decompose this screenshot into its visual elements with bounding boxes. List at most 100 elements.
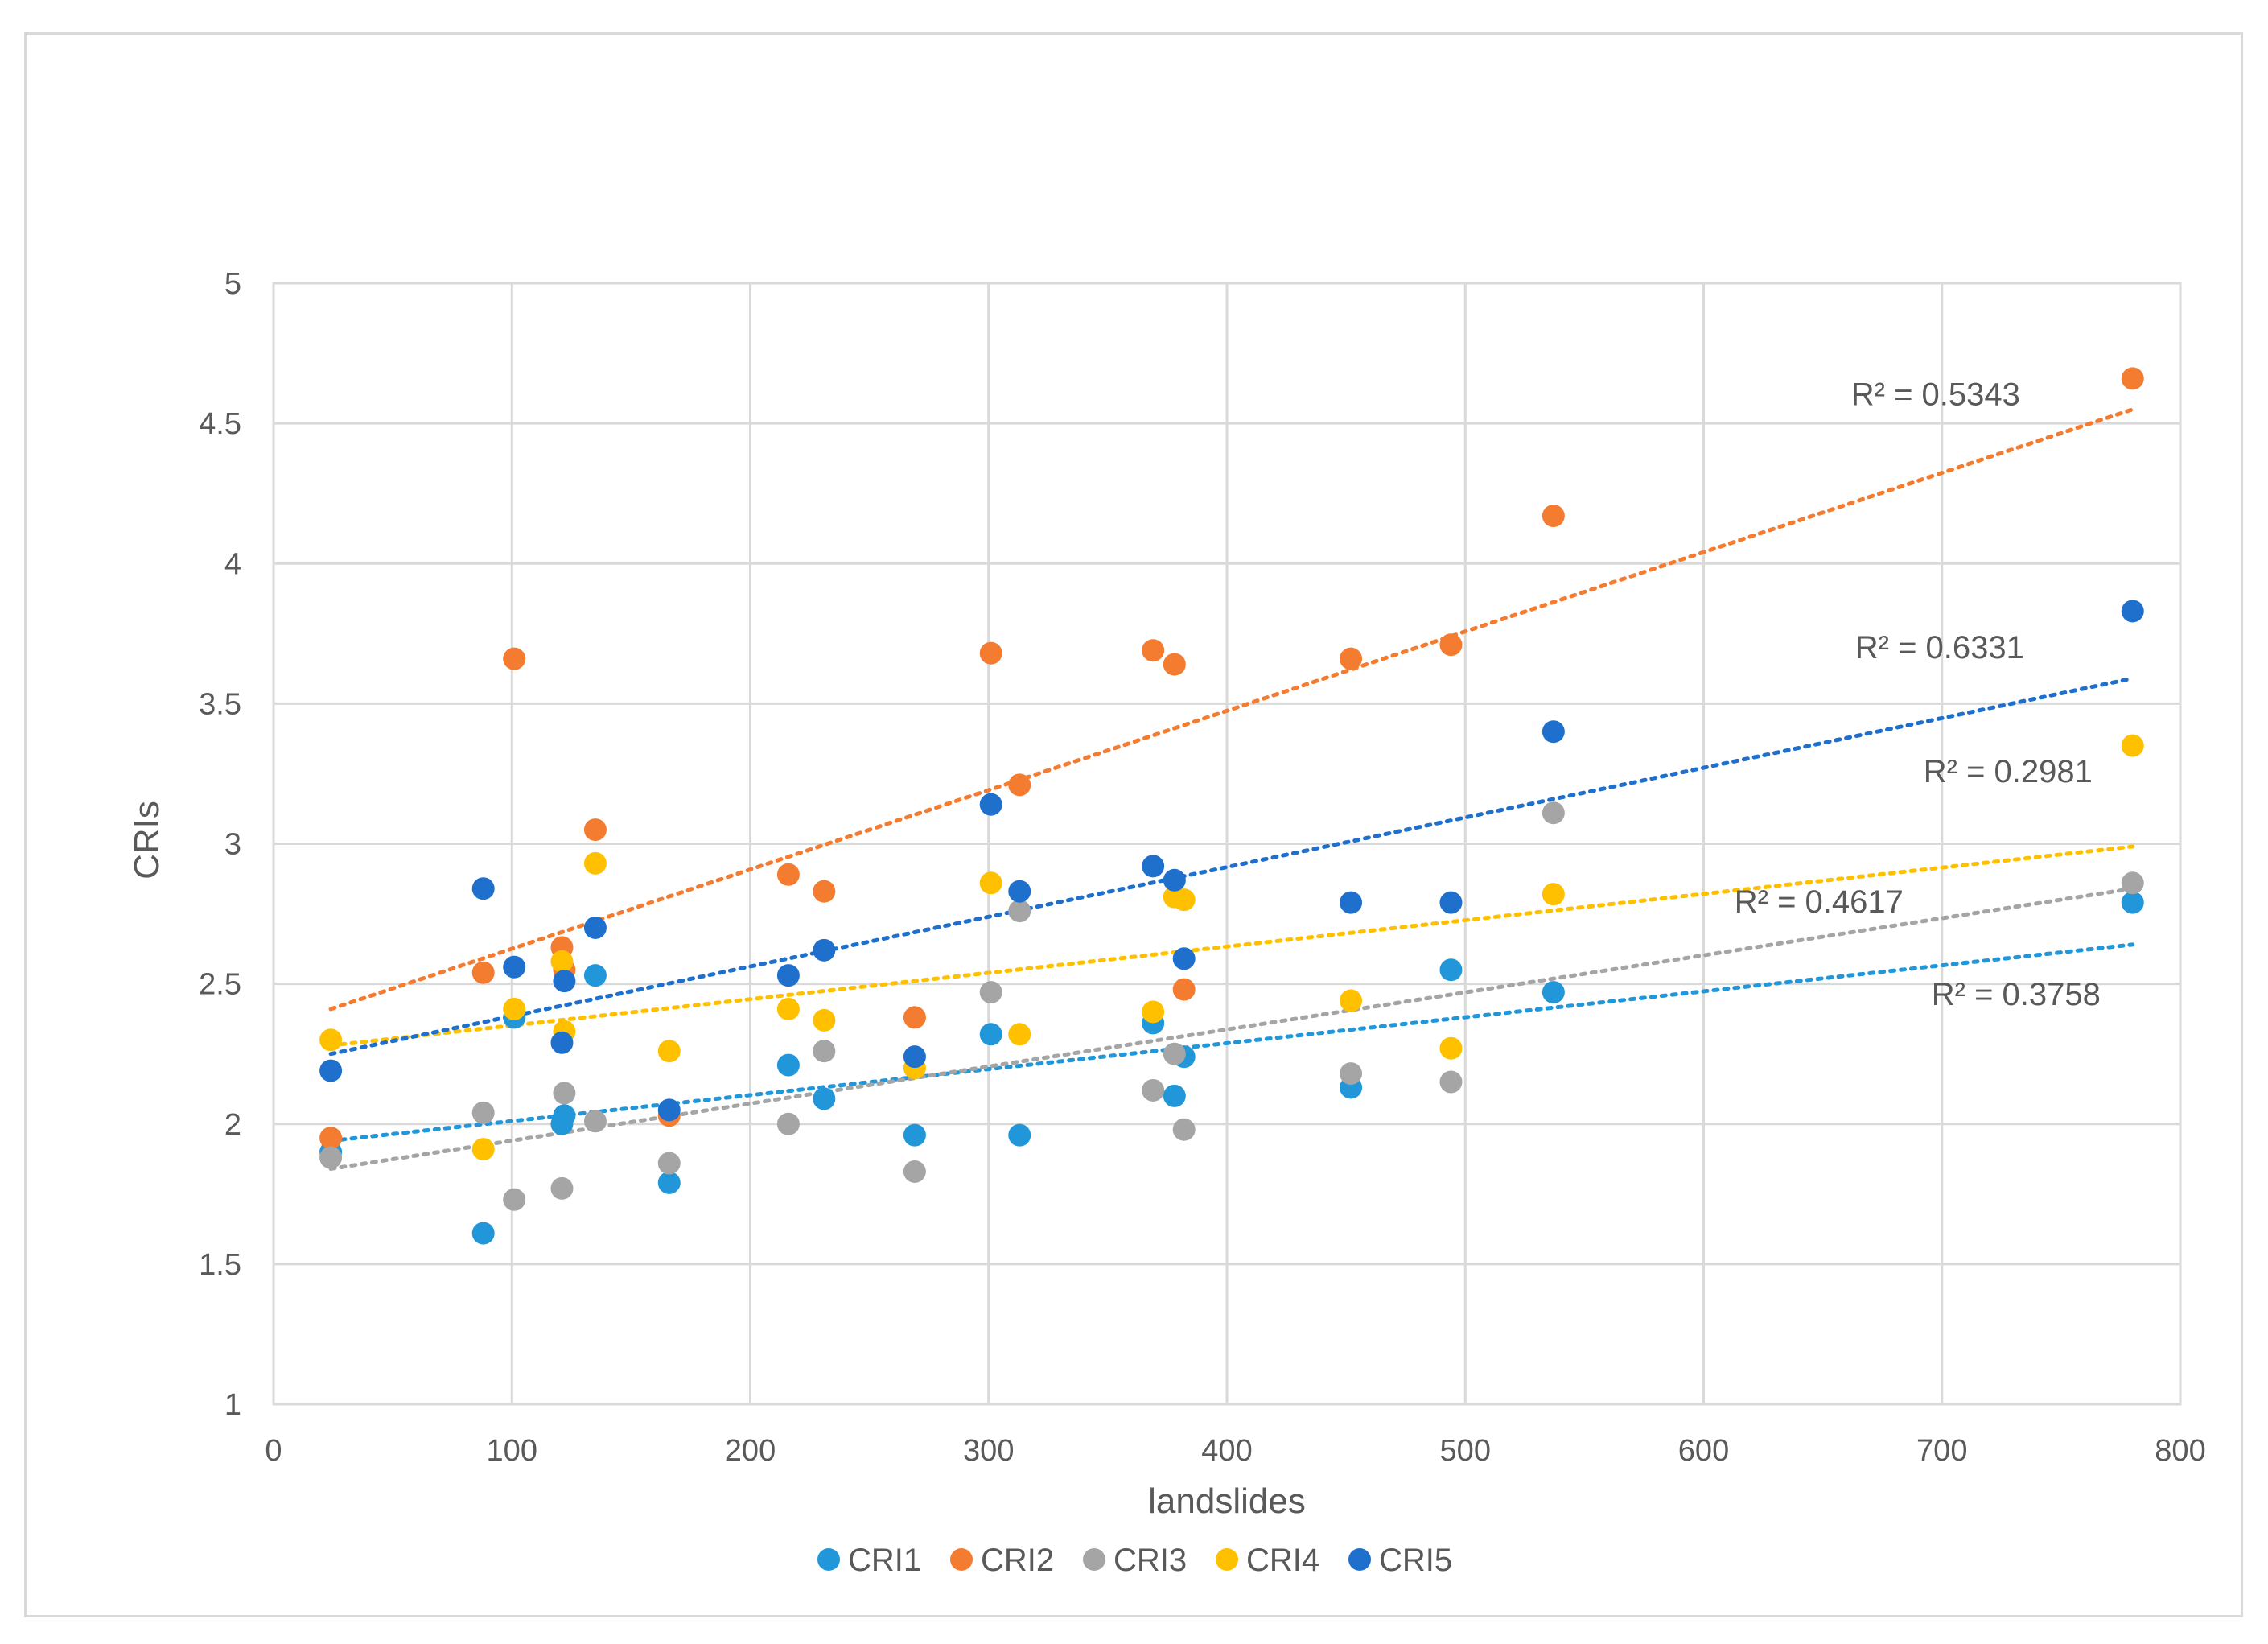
y-tick-label: 4.5	[199, 407, 241, 441]
point-cri5	[1439, 891, 1463, 914]
point-cri2	[1340, 647, 1363, 670]
point-cri1	[1008, 1123, 1031, 1147]
point-cri5	[776, 964, 800, 987]
point-cri3	[1340, 1062, 1363, 1086]
point-cri5	[471, 877, 495, 900]
point-cri5	[979, 793, 1002, 816]
point-cri5	[553, 970, 576, 993]
point-cri3	[903, 1160, 926, 1183]
point-cri2	[2121, 367, 2144, 390]
legend-marker-cri1	[817, 1548, 840, 1571]
point-cri3	[1541, 801, 1565, 825]
trendline-cri1	[328, 942, 2135, 1143]
x-tick-label: 200	[725, 1434, 776, 1468]
point-cri3	[503, 1188, 526, 1211]
trendline-cri3	[328, 886, 2135, 1171]
point-cri5	[550, 1031, 574, 1054]
r2-label-cri2: R² = 0.5343	[1851, 377, 2020, 413]
point-cri1	[813, 1087, 836, 1110]
y-tick-label: 5	[224, 267, 241, 301]
point-cri2	[776, 863, 800, 886]
y-tick-labels: 1 1.5 2 2.5 3 3.5 4 4.5 5	[199, 267, 241, 1422]
legend-label-cri5: CRI5	[1379, 1543, 1452, 1578]
point-cri2	[1439, 633, 1463, 657]
x-tick-label: 600	[1678, 1434, 1729, 1468]
point-cri5	[1541, 720, 1565, 744]
point-cri5	[813, 938, 836, 962]
legend-marker-cri2	[950, 1548, 973, 1571]
point-cri5	[1008, 880, 1031, 903]
point-cri5	[1172, 947, 1196, 970]
point-cri5	[1142, 855, 1165, 878]
trendlines	[328, 407, 2135, 1171]
r2-label-cri1: R² = 0.3758	[1932, 977, 2101, 1012]
x-tick-label: 400	[1201, 1434, 1252, 1468]
y-tick-label: 4	[224, 547, 241, 581]
point-cri3	[553, 1082, 576, 1105]
point-cri1	[1541, 981, 1565, 1004]
x-tick-labels: 0 100 200 300 400 500 600 700 800	[265, 1434, 2205, 1468]
point-cri5	[903, 1045, 926, 1069]
y-tick-label: 3	[224, 828, 241, 862]
point-cri4	[2121, 734, 2144, 757]
y-tick-label: 1	[224, 1388, 241, 1422]
point-cri5	[1340, 891, 1363, 914]
legend-label-cri3: CRI3	[1113, 1543, 1187, 1578]
x-tick-label: 0	[265, 1434, 282, 1468]
point-cri5	[583, 916, 607, 939]
point-cri3	[1008, 900, 1031, 923]
point-cri1	[471, 1222, 495, 1245]
legend-label-cri1: CRI1	[848, 1543, 921, 1578]
y-tick-label: 2	[224, 1108, 241, 1142]
point-cri1	[1439, 958, 1463, 982]
legend-label-cri4: CRI4	[1246, 1543, 1319, 1578]
point-cri3	[583, 1110, 607, 1133]
point-cri2	[1172, 978, 1196, 1001]
point-cri1	[657, 1171, 681, 1194]
legend: CRI1 CRI2 CRI3 CRI4 CRI5	[817, 1543, 1452, 1578]
point-cri4	[583, 851, 607, 875]
point-cri4	[1541, 883, 1565, 906]
point-cri3	[2121, 871, 2144, 895]
x-axis-title: landslides	[1148, 1481, 1306, 1521]
point-cri1	[903, 1123, 926, 1147]
chart-frame	[24, 32, 2243, 1617]
point-cri1	[583, 964, 607, 987]
y-axis-title: CRIs	[127, 801, 167, 880]
point-cri5	[319, 1059, 343, 1082]
legend-marker-cri5	[1348, 1548, 1371, 1571]
point-cri3	[979, 981, 1002, 1004]
point-cri2	[1163, 653, 1186, 676]
point-cri2	[1142, 639, 1165, 662]
point-cri3	[319, 1146, 343, 1169]
x-tick-label: 300	[963, 1434, 1014, 1468]
r2-label-cri5: R² = 0.6331	[1855, 630, 2024, 665]
point-cri4	[1142, 1000, 1165, 1024]
point-cri4	[813, 1008, 836, 1032]
grid	[272, 282, 2182, 1406]
point-cri4	[503, 997, 526, 1020]
point-cri2	[583, 818, 607, 842]
legend-marker-cri4	[1216, 1548, 1238, 1571]
y-tick-label: 2.5	[199, 968, 241, 1002]
point-cri3	[1172, 1118, 1196, 1141]
legend-label-cri2: CRI2	[981, 1543, 1054, 1578]
trendline-cri2	[328, 407, 2135, 1012]
point-cri5	[1163, 868, 1186, 892]
point-cri2	[813, 880, 836, 903]
point-cri4	[319, 1028, 343, 1052]
point-cri5	[657, 1098, 681, 1122]
x-tick-label: 700	[1916, 1434, 1967, 1468]
point-cri2	[1541, 505, 1565, 528]
point-cri3	[1163, 1042, 1186, 1065]
point-cri1	[979, 1023, 1002, 1046]
y-tick-label: 1.5	[199, 1248, 241, 1282]
x-tick-label: 500	[1440, 1434, 1491, 1468]
point-cri2	[471, 961, 495, 984]
point-cri2	[903, 1006, 926, 1029]
trendline-cri5	[328, 676, 2135, 1057]
point-cri5	[503, 955, 526, 979]
point-cri2	[1008, 773, 1031, 797]
point-cri4	[657, 1040, 681, 1063]
